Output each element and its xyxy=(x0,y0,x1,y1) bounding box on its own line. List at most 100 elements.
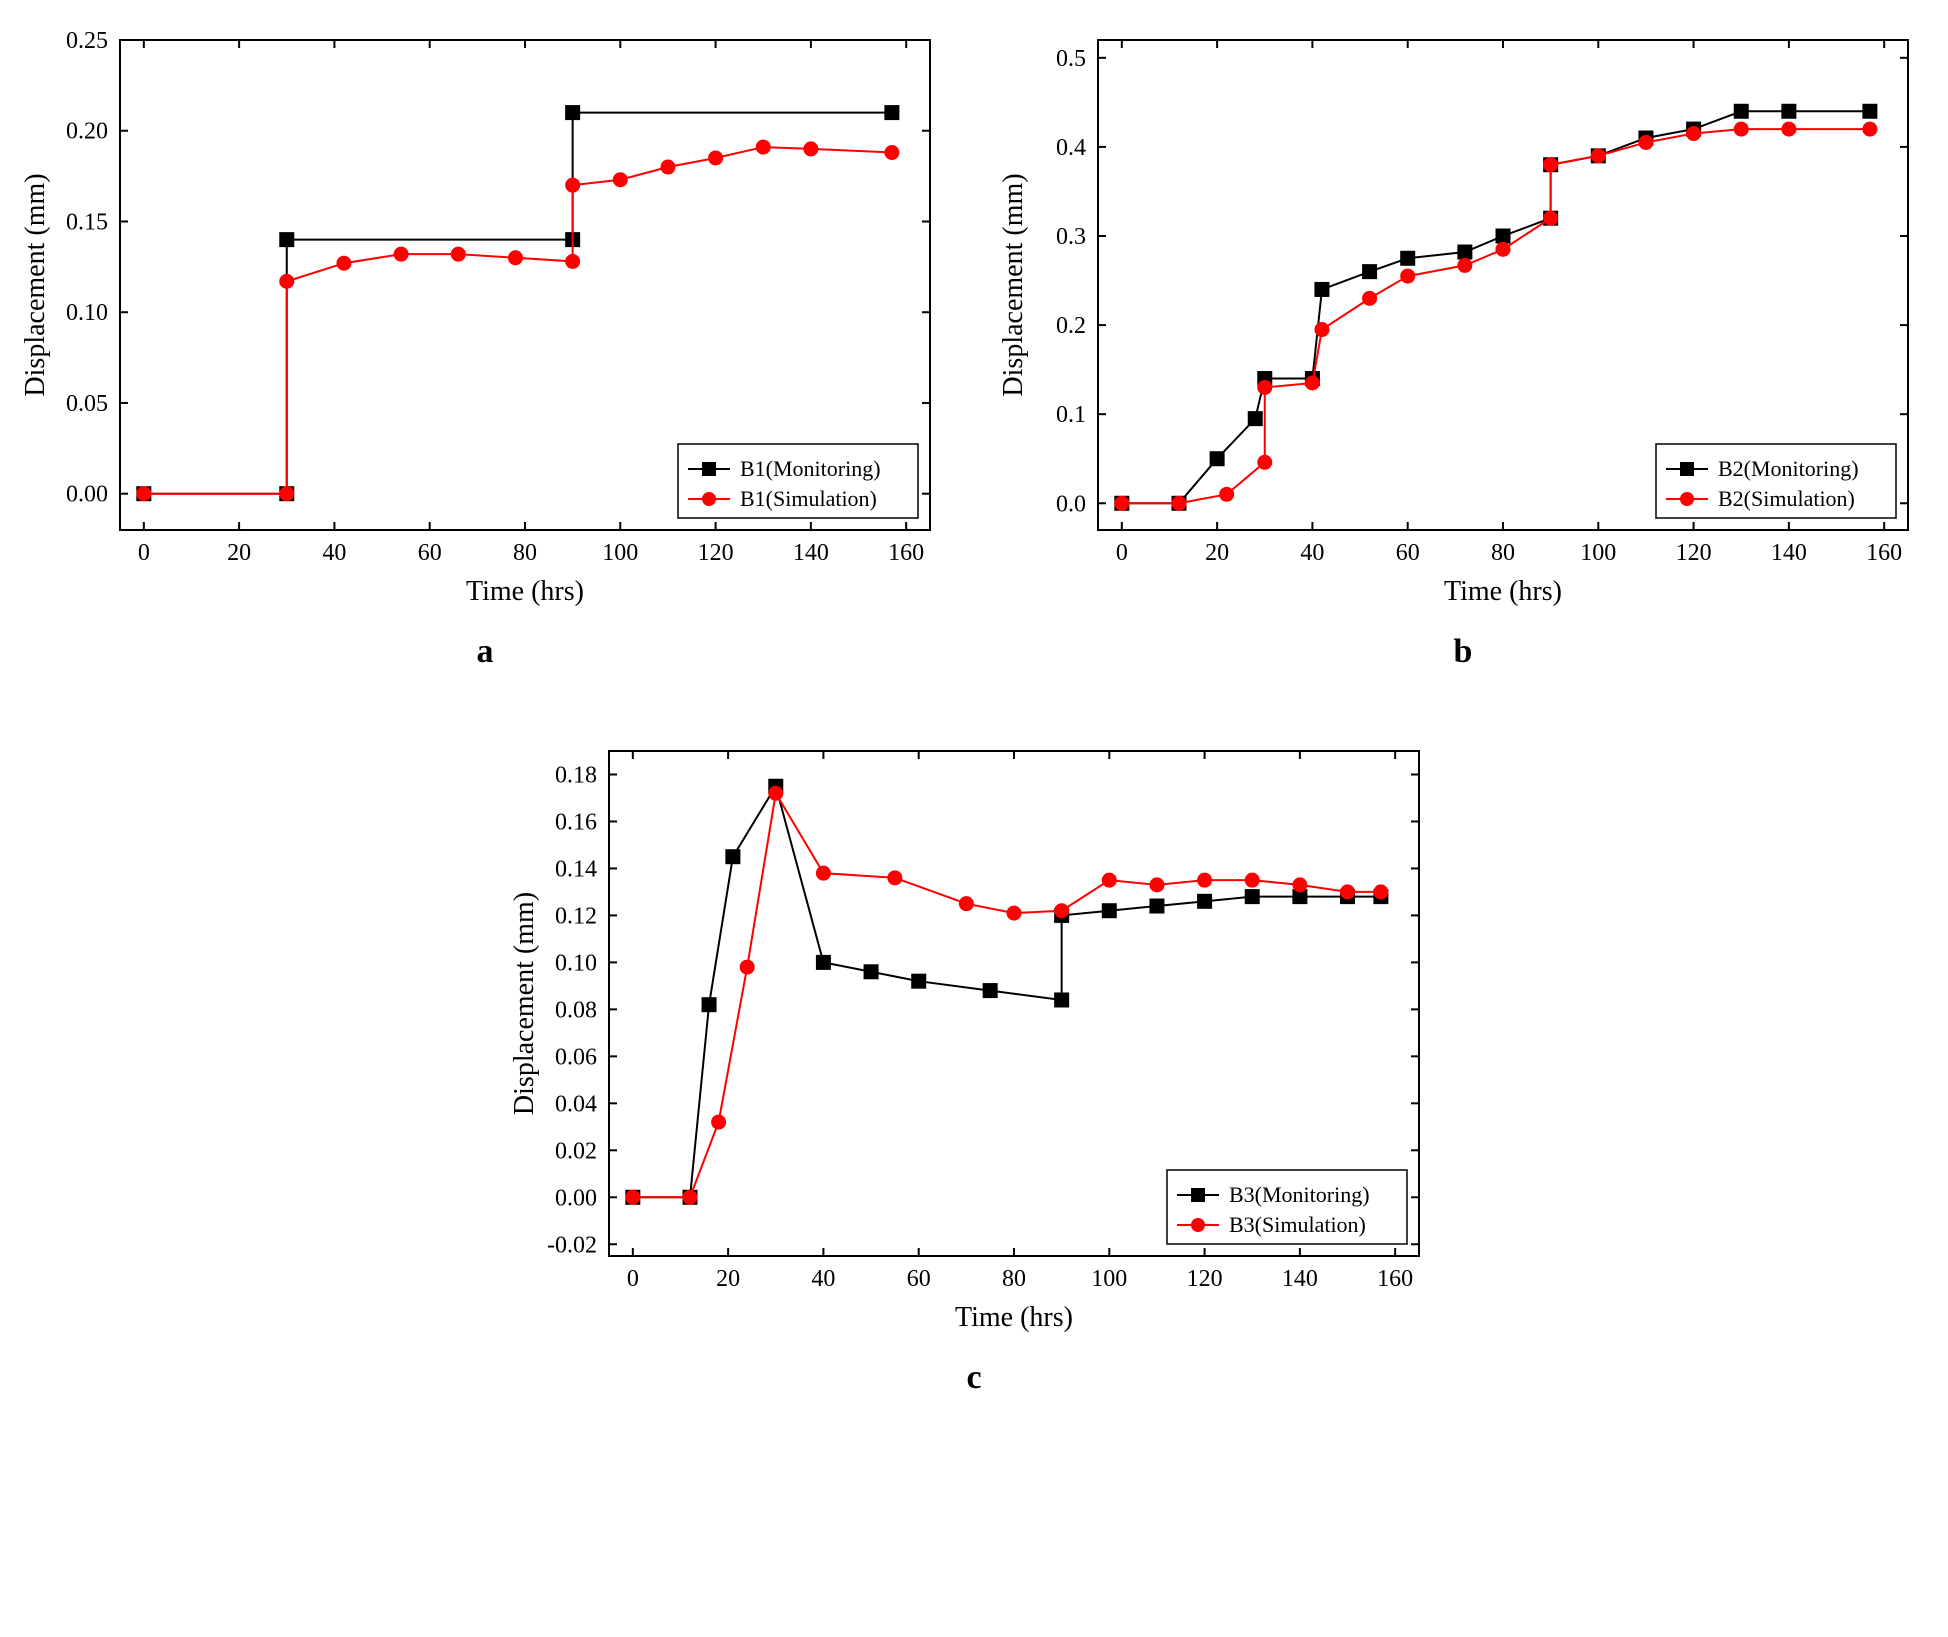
series-marker-0 xyxy=(1734,104,1748,118)
series-marker-1 xyxy=(280,487,294,501)
x-tick-label: 160 xyxy=(1377,1266,1413,1292)
y-tick-label: 0.14 xyxy=(555,856,597,882)
series-marker-1 xyxy=(394,247,408,261)
series-marker-1 xyxy=(1150,878,1164,892)
x-tick-label: 160 xyxy=(1866,540,1902,566)
x-tick-label: 60 xyxy=(907,1266,931,1292)
series-marker-0 xyxy=(1782,104,1796,118)
series-marker-1 xyxy=(1363,291,1377,305)
x-tick-label: 120 xyxy=(1187,1266,1223,1292)
row-2: 020406080100120140160-0.020.000.020.040.… xyxy=(20,731,1928,1397)
legend-label-1: B1(Simulation) xyxy=(740,486,877,511)
legend-marker-0 xyxy=(702,462,716,476)
series-marker-1 xyxy=(1293,878,1307,892)
x-axis-label: Time (hrs) xyxy=(466,576,584,607)
y-tick-label: 0.04 xyxy=(555,1091,597,1117)
series-marker-1 xyxy=(1258,455,1272,469)
series-marker-1 xyxy=(661,160,675,174)
panel-a-label: a xyxy=(477,633,494,671)
x-tick-label: 20 xyxy=(1205,540,1229,566)
series-marker-1 xyxy=(683,1190,697,1204)
series-marker-1 xyxy=(756,140,770,154)
legend-marker-0 xyxy=(1191,1188,1205,1202)
x-axis-label: Time (hrs) xyxy=(955,1302,1073,1333)
y-axis-label: Displacement (mm) xyxy=(998,173,1029,396)
series-marker-0 xyxy=(1150,899,1164,913)
legend-label-0: B3(Monitoring) xyxy=(1229,1182,1370,1207)
series-marker-1 xyxy=(1782,122,1796,136)
series-marker-1 xyxy=(1305,376,1319,390)
series-marker-1 xyxy=(804,142,818,156)
y-tick-label: 0.20 xyxy=(66,119,108,145)
y-tick-label: 0.00 xyxy=(66,482,108,508)
legend-label-0: B2(Monitoring) xyxy=(1718,456,1859,481)
series-marker-1 xyxy=(1198,873,1212,887)
series-marker-1 xyxy=(769,786,783,800)
series-marker-1 xyxy=(885,146,899,160)
x-tick-label: 120 xyxy=(698,540,734,566)
chart-c: 020406080100120140160-0.020.000.020.040.… xyxy=(509,731,1439,1351)
series-marker-1 xyxy=(508,251,522,265)
series-marker-1 xyxy=(740,960,754,974)
series-marker-1 xyxy=(626,1190,640,1204)
legend-marker-1 xyxy=(1191,1218,1205,1232)
series-marker-0 xyxy=(1245,890,1259,904)
y-tick-label: 0.5 xyxy=(1056,46,1086,72)
row-1: 0204060801001201401600.000.050.100.150.2… xyxy=(20,20,1928,671)
x-tick-label: 0 xyxy=(627,1266,639,1292)
series-marker-0 xyxy=(912,974,926,988)
x-tick-label: 20 xyxy=(716,1266,740,1292)
x-tick-label: 140 xyxy=(793,540,829,566)
y-tick-label: 0.0 xyxy=(1056,491,1086,517)
y-tick-label: 0.1 xyxy=(1056,402,1086,428)
legend-label-1: B2(Simulation) xyxy=(1718,486,1855,511)
y-tick-label: 0.10 xyxy=(555,950,597,976)
y-tick-label: 0.18 xyxy=(555,762,597,788)
x-tick-label: 60 xyxy=(418,540,442,566)
series-marker-1 xyxy=(1172,496,1186,510)
series-marker-1 xyxy=(337,256,351,270)
series-marker-0 xyxy=(983,984,997,998)
series-marker-1 xyxy=(451,247,465,261)
y-tick-label: 0.02 xyxy=(555,1138,597,1164)
x-tick-label: 100 xyxy=(602,540,638,566)
y-tick-label: 0.25 xyxy=(66,28,108,54)
series-marker-0 xyxy=(1315,282,1329,296)
x-tick-label: 40 xyxy=(322,540,346,566)
series-marker-1 xyxy=(1245,873,1259,887)
x-tick-label: 140 xyxy=(1282,1266,1318,1292)
chart-a: 0204060801001201401600.000.050.100.150.2… xyxy=(20,20,950,625)
x-tick-label: 140 xyxy=(1771,540,1807,566)
legend-marker-1 xyxy=(702,492,716,506)
x-tick-label: 100 xyxy=(1091,1266,1127,1292)
series-marker-0 xyxy=(1401,251,1415,265)
series-marker-1 xyxy=(959,897,973,911)
series-marker-0 xyxy=(726,850,740,864)
x-tick-label: 40 xyxy=(1300,540,1324,566)
series-marker-0 xyxy=(885,106,899,120)
series-marker-1 xyxy=(816,866,830,880)
y-tick-label: 0.10 xyxy=(66,300,108,326)
x-tick-label: 20 xyxy=(227,540,251,566)
x-tick-label: 40 xyxy=(811,1266,835,1292)
series-marker-0 xyxy=(1248,412,1262,426)
y-tick-label: 0.12 xyxy=(555,903,597,929)
x-tick-label: 0 xyxy=(1116,540,1128,566)
x-tick-label: 160 xyxy=(888,540,924,566)
series-marker-1 xyxy=(1496,242,1510,256)
y-tick-label: 0.15 xyxy=(66,209,108,235)
y-tick-label: 0.2 xyxy=(1056,313,1086,339)
figure-grid: 0204060801001201401600.000.050.100.150.2… xyxy=(20,20,1928,1397)
series-marker-0 xyxy=(702,998,716,1012)
y-tick-label: 0.00 xyxy=(555,1185,597,1211)
series-marker-1 xyxy=(137,487,151,501)
series-marker-1 xyxy=(1687,127,1701,141)
y-tick-label: 0.4 xyxy=(1056,135,1086,161)
panel-a: 0204060801001201401600.000.050.100.150.2… xyxy=(20,20,950,671)
series-marker-0 xyxy=(1210,452,1224,466)
legend-label-1: B3(Simulation) xyxy=(1229,1212,1366,1237)
y-axis-label: Displacement (mm) xyxy=(20,173,51,396)
x-tick-label: 80 xyxy=(513,540,537,566)
panel-c: 020406080100120140160-0.020.000.020.040.… xyxy=(509,731,1439,1397)
series-marker-1 xyxy=(1734,122,1748,136)
